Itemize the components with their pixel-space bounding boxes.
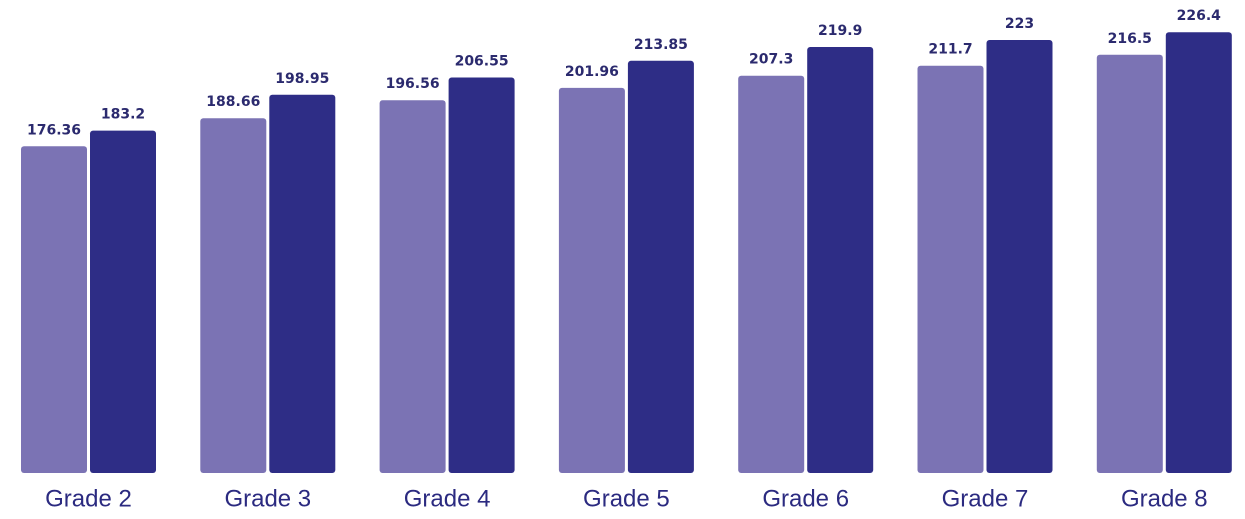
bar — [448, 77, 515, 473]
value-label: 216.5 — [1108, 31, 1152, 47]
value-label: 206.55 — [455, 53, 509, 69]
value-label: 207.3 — [749, 52, 793, 68]
bar — [558, 87, 625, 474]
bar — [627, 60, 694, 473]
x-tick-label: Grade 7 — [942, 485, 1029, 512]
x-tick-label: Grade 3 — [224, 485, 311, 512]
x-tick-label: Grade 8 — [1121, 485, 1208, 512]
bar — [917, 65, 984, 473]
bar — [200, 118, 267, 474]
x-tick-label: Grade 2 — [45, 485, 132, 512]
x-tick-label: Grade 5 — [583, 485, 670, 512]
bar — [90, 130, 156, 473]
bar — [379, 100, 446, 474]
bar — [738, 75, 805, 474]
value-label: 213.85 — [634, 37, 688, 53]
x-tick-label: Grade 6 — [762, 485, 849, 512]
value-label: 201.96 — [565, 64, 619, 80]
bar — [1096, 54, 1163, 473]
value-label: 226.4 — [1177, 8, 1222, 24]
value-label: 211.7 — [928, 42, 972, 58]
bar — [269, 94, 336, 473]
value-label: 196.56 — [386, 76, 440, 92]
bar — [1165, 32, 1232, 473]
value-label: 183.2 — [101, 107, 145, 123]
bar — [986, 39, 1053, 473]
value-label: 198.95 — [275, 71, 329, 87]
value-label: 223 — [1005, 16, 1034, 32]
bar — [807, 47, 874, 473]
bar — [21, 146, 87, 474]
value-label: 188.66 — [206, 94, 260, 110]
value-label: 176.36 — [27, 122, 81, 138]
x-tick-label: Grade 4 — [404, 485, 491, 512]
value-label: 219.9 — [818, 23, 862, 39]
